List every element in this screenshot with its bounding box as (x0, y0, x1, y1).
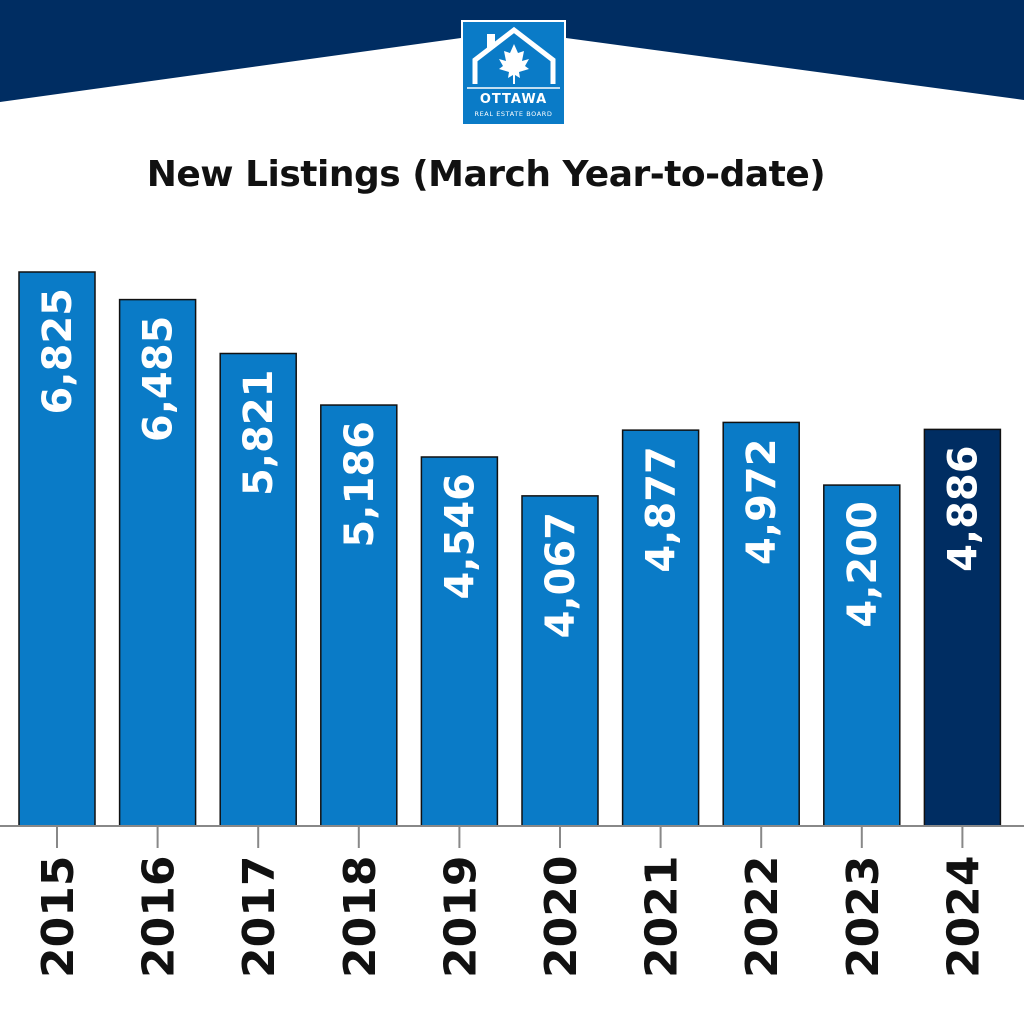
category-label-2019: 2019 (435, 856, 486, 978)
bar-2020 (521, 495, 599, 827)
x-axis-group (0, 825, 1024, 848)
house-maple-leaf-icon (467, 26, 560, 89)
bar-2023 (823, 484, 901, 827)
header-band-shape (0, 0, 1024, 102)
category-label-2017: 2017 (234, 856, 285, 978)
category-labels-group: 2015 2016 2017 2018 2019 2020 2021 2022 2023 2024 (33, 856, 989, 978)
bar-2024 (923, 428, 1002, 827)
bar-2022 (722, 421, 800, 827)
data-label-2015: 6,825 (35, 288, 81, 415)
chart-title: New Listings (March Year-to-date) (146, 154, 826, 195)
category-label-2022: 2022 (737, 856, 788, 978)
data-label-2021: 4,877 (639, 446, 685, 573)
board-logo: OTTAWA REAL ESTATE BOARD (461, 20, 566, 126)
category-label-2018: 2018 (335, 856, 386, 978)
bar-2019 (420, 456, 499, 827)
category-label-2015: 2015 (33, 856, 84, 978)
category-label-2020: 2020 (536, 856, 587, 978)
data-label-2017: 5,821 (236, 369, 282, 496)
data-label-2018: 5,186 (337, 421, 383, 548)
data-label-2020: 4,067 (538, 512, 584, 639)
category-label-2016: 2016 (134, 856, 185, 978)
bars-group: 6,825 6,485 5,821 5,186 4,546 4,067 4,877 4,972… (18, 271, 1002, 827)
category-label-2023: 2023 (838, 856, 889, 978)
data-label-2023: 4,200 (840, 501, 886, 628)
bar-2021 (621, 429, 700, 827)
logo-subtitle: REAL ESTATE BOARD (474, 110, 553, 118)
category-label-2024: 2024 (938, 856, 989, 978)
data-label-2016: 6,485 (136, 316, 182, 443)
data-label-2019: 4,546 (437, 473, 483, 600)
data-label-2024: 4,886 (940, 445, 986, 572)
header-band (0, 0, 1024, 102)
category-label-2021: 2021 (637, 856, 688, 978)
data-label-2022: 4,972 (739, 438, 785, 565)
logo-name: OTTAWA (479, 92, 548, 107)
